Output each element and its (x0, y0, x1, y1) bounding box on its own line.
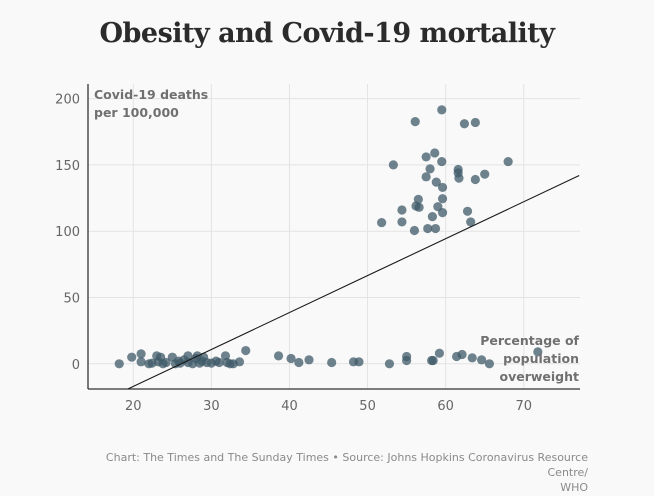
data-point (503, 156, 513, 167)
x-tick-label: 60 (437, 399, 454, 414)
data-point (428, 355, 438, 366)
y-tick-label: 0 (72, 358, 80, 373)
data-point (384, 359, 395, 369)
x-tick-label: 40 (281, 399, 298, 414)
chart-footer: Chart: The Times and The Sunday Times • … (68, 450, 588, 495)
data-point (114, 359, 124, 369)
data-point (241, 345, 251, 356)
data-point (414, 202, 424, 212)
x-axis-label-line2: population (503, 351, 579, 366)
data-point (397, 205, 407, 215)
data-point (214, 357, 224, 368)
data-point (425, 164, 435, 174)
x-tick-label: 30 (203, 399, 220, 414)
data-point (423, 223, 433, 234)
y-tick-label: 100 (55, 225, 80, 240)
x-axis-label-line1: Percentage of (480, 333, 579, 348)
data-points (114, 105, 543, 369)
chart-title: Obesity and Covid-19 mortality (99, 18, 555, 49)
data-point (354, 357, 364, 367)
data-point (127, 352, 137, 362)
data-point (430, 148, 440, 158)
data-point (388, 160, 398, 170)
data-point (421, 172, 431, 182)
data-point (136, 349, 146, 359)
data-point (183, 351, 193, 361)
data-point (462, 206, 473, 216)
data-point (377, 217, 387, 228)
axes (87, 84, 580, 390)
data-point (409, 225, 420, 236)
trendline-group (127, 175, 580, 390)
data-point (437, 194, 448, 204)
data-point (454, 173, 464, 183)
data-point (421, 152, 431, 162)
data-point (427, 212, 437, 222)
data-point (294, 357, 304, 368)
y-tick-label: 200 (55, 93, 80, 108)
trendline (127, 175, 580, 390)
y-tick-label: 150 (55, 159, 80, 174)
data-point (470, 117, 480, 128)
data-point (327, 357, 337, 368)
data-point (459, 119, 470, 129)
data-point (136, 357, 146, 367)
data-point (430, 223, 441, 234)
data-point (410, 117, 420, 127)
data-point (286, 353, 296, 364)
data-point (484, 359, 495, 369)
data-point (304, 355, 314, 365)
data-point (161, 357, 171, 368)
data-point (466, 217, 476, 227)
data-point (402, 355, 412, 366)
data-point (480, 169, 490, 179)
tick-labels: 20 30 40 50 60 70 0 50 100 150 200 (55, 93, 532, 414)
data-point (431, 177, 441, 187)
y-tick-label: 50 (63, 292, 80, 307)
footer-source-line2: WHO (560, 481, 588, 494)
footer-source-line1: Chart: The Times and The Sunday Times • … (105, 451, 588, 479)
data-point (470, 174, 480, 185)
y-axis-label-line1: Covid-19 deaths (94, 87, 208, 102)
data-point (434, 348, 445, 358)
gridlines (88, 84, 580, 389)
data-point (533, 347, 543, 357)
x-tick-label: 20 (125, 399, 142, 414)
data-point (477, 355, 487, 365)
data-point (467, 353, 477, 363)
x-tick-label: 70 (515, 399, 532, 414)
x-tick-label: 50 (359, 399, 376, 414)
data-point (234, 357, 245, 367)
data-point (273, 351, 284, 361)
data-point (437, 105, 447, 115)
data-point (397, 217, 407, 227)
data-point (437, 208, 448, 218)
data-point (457, 349, 467, 360)
data-point (437, 182, 448, 193)
x-axis-label-line3: overweight (499, 369, 579, 384)
data-point (437, 156, 447, 167)
y-axis-label-line2: per 100,000 (94, 105, 179, 120)
